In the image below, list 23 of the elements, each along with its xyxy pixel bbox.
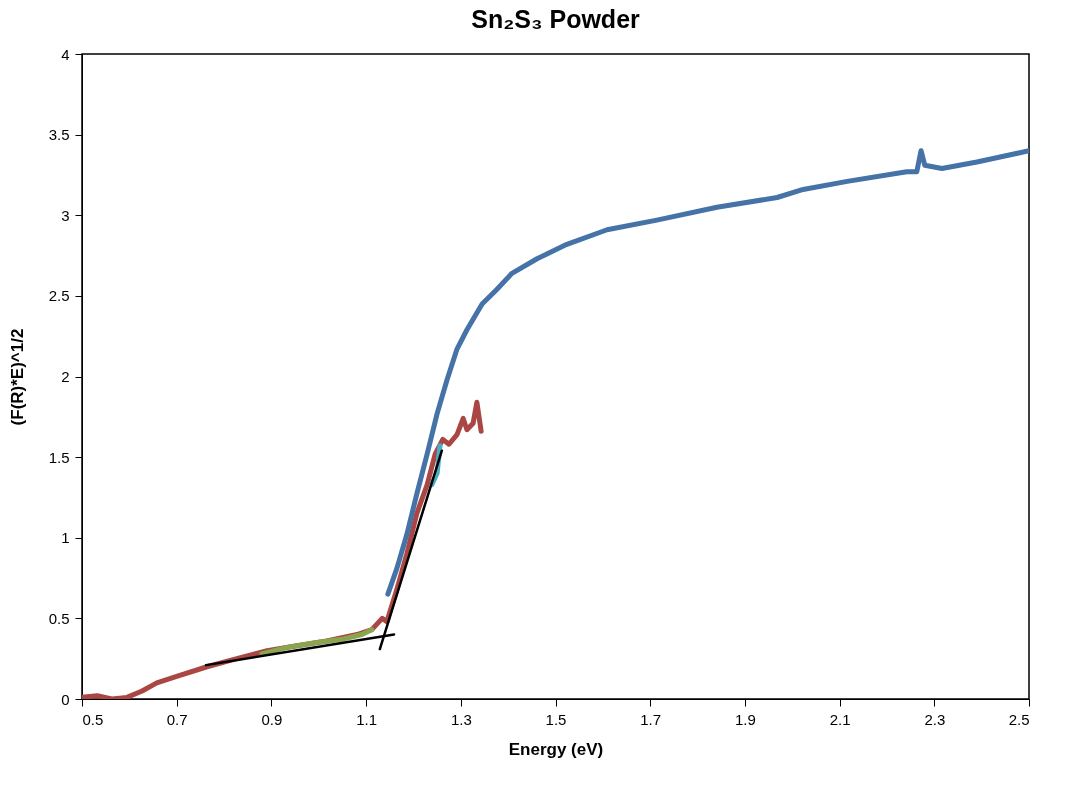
chart-title: Sn₂S₃ Powder: [471, 5, 641, 33]
x-axis-title: Energy (eV): [508, 739, 604, 759]
y-tick-label: 3: [61, 206, 70, 224]
y-tick-label: 1.5: [48, 448, 70, 466]
x-tick-label: 0.5: [82, 710, 104, 728]
x-tick-label: 1.9: [734, 710, 756, 728]
x-tick-label: 2.5: [1008, 710, 1030, 728]
y-tick-label: 1: [61, 529, 70, 547]
x-tick-label: 0.7: [166, 710, 188, 728]
x-tick-label: 1.3: [450, 710, 472, 728]
x-tick-label: 2.3: [924, 710, 946, 728]
y-tick-label: 4: [61, 45, 70, 63]
x-tick-label: 1.1: [356, 710, 378, 728]
y-tick-label: 3.5: [48, 126, 70, 144]
y-tick-label: 2: [61, 368, 70, 385]
x-tick-label: 2.1: [829, 710, 851, 728]
x-tick-label: 0.9: [261, 710, 283, 728]
y-tick-label: 0: [61, 690, 70, 708]
y-tick-label: 0.5: [48, 609, 70, 627]
x-tick-label: 1.5: [545, 710, 567, 728]
x-tick-label: 1.7: [640, 710, 662, 728]
y-axis-title: (F(R)*E)^1/2: [7, 328, 27, 426]
y-tick-label: 2.5: [48, 287, 70, 305]
